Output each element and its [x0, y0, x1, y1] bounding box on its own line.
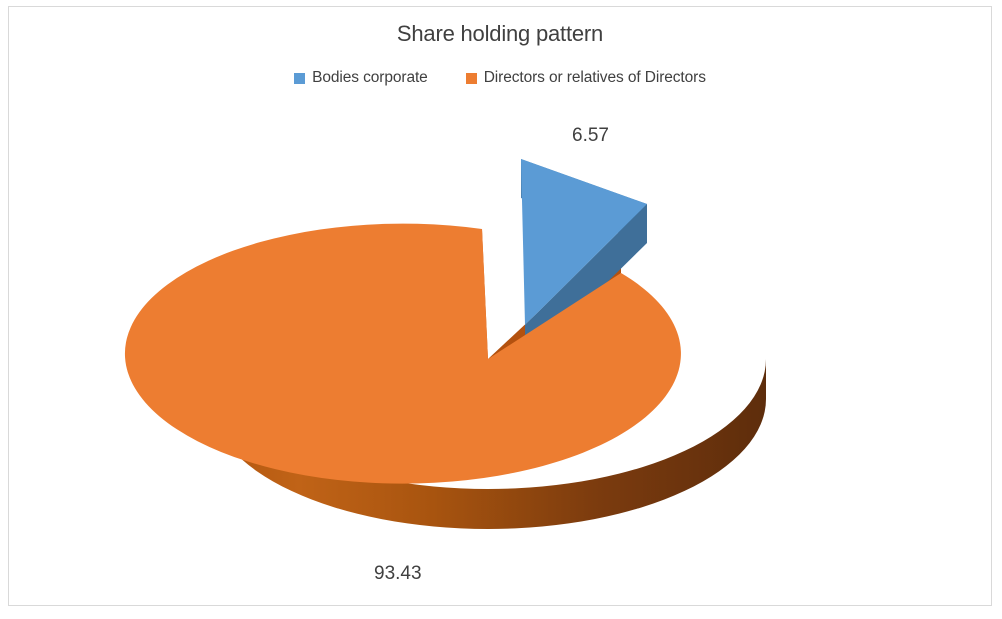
pie-slice-directors	[124, 223, 681, 484]
pie-slice-directors-side	[210, 359, 766, 529]
pie-slice-bodies-corporate	[521, 159, 647, 325]
pie-chart-plot-area: 6.57 93.43	[9, 7, 993, 607]
chart-legend: Bodies corporate Directors or relatives …	[9, 69, 991, 87]
legend-swatch-icon	[465, 72, 477, 84]
pie-chart-graphic	[124, 159, 766, 529]
chart-title: Share holding pattern	[396, 21, 604, 46]
legend-item-bodies-corporate[interactable]: Bodies corporate	[294, 69, 428, 87]
legend-item-label: Directors or relatives of Directors	[483, 69, 706, 86]
legend-item-directors-or-relatives[interactable]: Directors or relatives of Directors	[465, 69, 706, 87]
legend-swatch-icon	[294, 72, 306, 84]
chart-frame: Share holding pattern Bodies corporate D…	[8, 6, 992, 606]
data-label-bodies-corporate: 6.57	[572, 125, 609, 146]
legend-item-label: Bodies corporate	[312, 69, 428, 86]
data-label-directors: 93.43	[374, 563, 422, 584]
